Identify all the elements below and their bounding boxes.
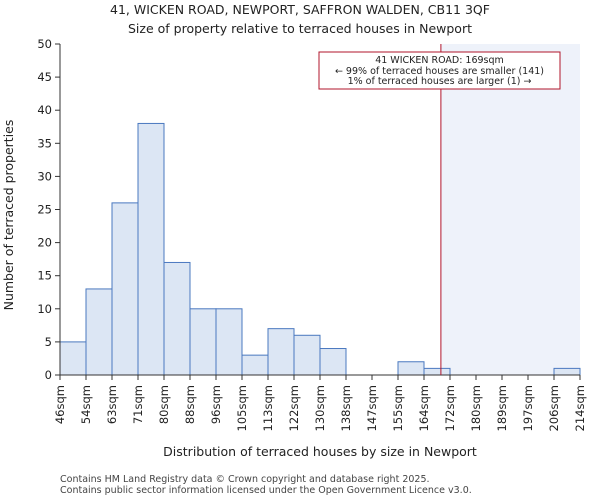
histogram-bar xyxy=(241,354,269,376)
histogram-bar xyxy=(553,367,581,376)
annotation-smaller: ← 99% of terraced houses are smaller (14… xyxy=(335,66,544,77)
y-tick-label: 15 xyxy=(37,269,52,283)
x-tick-label: 96sqm xyxy=(209,385,223,424)
histogram-bar xyxy=(111,202,139,376)
x-tick-label: 172sqm xyxy=(443,385,457,431)
y-tick-label: 40 xyxy=(37,103,52,117)
y-tick-label: 25 xyxy=(37,203,52,217)
histogram-bar xyxy=(163,261,191,376)
x-tick-label: 80sqm xyxy=(157,385,171,424)
x-tick-label: 54sqm xyxy=(79,385,93,424)
x-tick-label: 122sqm xyxy=(287,385,301,431)
x-tick-label: 130sqm xyxy=(313,385,327,431)
x-tick-label: 155sqm xyxy=(391,385,405,431)
x-tick-label: 214sqm xyxy=(573,385,587,431)
y-tick-label: 45 xyxy=(37,70,52,84)
x-tick-label: 180sqm xyxy=(469,385,483,431)
histogram-bar xyxy=(423,367,451,376)
x-tick-label: 147sqm xyxy=(365,385,379,431)
x-tick-label: 138sqm xyxy=(339,385,353,431)
annotation-title: 41 WICKEN ROAD: 169sqm xyxy=(375,55,504,66)
x-tick-label: 71sqm xyxy=(131,385,145,424)
x-tick-label: 113sqm xyxy=(261,385,275,431)
x-axis-label: Distribution of terraced houses by size … xyxy=(163,444,477,459)
y-tick-label: 20 xyxy=(37,236,52,250)
x-tick-label: 164sqm xyxy=(417,385,431,431)
x-tick-label: 46sqm xyxy=(53,385,67,424)
y-tick-label: 10 xyxy=(37,302,52,316)
histogram-bar xyxy=(293,334,321,376)
y-tick-label: 30 xyxy=(37,169,52,183)
histogram-bar xyxy=(319,348,347,376)
histogram-bar xyxy=(397,361,425,376)
x-tick-label: 206sqm xyxy=(547,385,561,431)
histogram-bar xyxy=(85,288,113,376)
histogram-bar xyxy=(267,328,295,376)
histogram-bar xyxy=(215,308,243,376)
x-tick-label: 63sqm xyxy=(105,385,119,424)
annotation-larger: 1% of terraced houses are larger (1) → xyxy=(348,76,532,87)
histogram-bar xyxy=(189,308,217,376)
histogram-bar xyxy=(59,341,87,376)
y-tick-label: 50 xyxy=(37,37,52,51)
y-tick-label: 35 xyxy=(37,136,52,150)
annotation-box xyxy=(318,51,561,90)
y-tick-label: 0 xyxy=(45,368,52,382)
chart-title: 41, WICKEN ROAD, NEWPORT, SAFFRON WALDEN… xyxy=(110,2,490,17)
chart-subtitle: Size of property relative to terraced ho… xyxy=(128,21,472,36)
x-tick-label: 197sqm xyxy=(521,385,535,431)
larger-region-shade xyxy=(440,44,580,375)
y-axis-label: Number of terraced properties xyxy=(1,120,16,311)
x-tick-label: 105sqm xyxy=(235,385,249,431)
footer-copyright: Contains HM Land Registry data © Crown c… xyxy=(60,474,430,485)
histogram-bar xyxy=(137,122,165,376)
x-tick-label: 88sqm xyxy=(183,385,197,424)
plot-area: 0 5 10 15 20 25 30 35 40 45 50 46sqm 54sqm 63sqm 71sqm… xyxy=(37,37,587,431)
footer-licence: Contains public sector information licen… xyxy=(60,485,472,496)
y-tick-label: 5 xyxy=(45,335,52,349)
x-tick-label: 189sqm xyxy=(495,385,509,431)
